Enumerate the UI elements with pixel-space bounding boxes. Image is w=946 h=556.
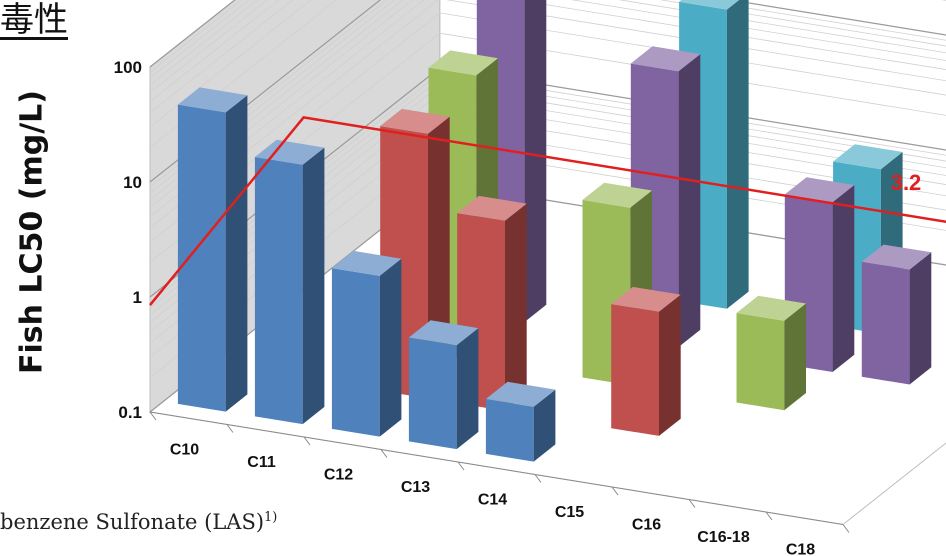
bar-side-face: [533, 389, 556, 462]
footer-text: benzene Sulfonate (LAS)1): [0, 510, 277, 534]
y-axis-label: Fish LC50 (mg/L): [14, 90, 50, 374]
bar-top-face: [408, 320, 479, 346]
x-tick-mark: [380, 449, 388, 458]
bar-side-face: [456, 328, 479, 450]
minor-gridline: [149, 0, 280, 102]
y-tick-label: 10: [123, 173, 142, 192]
y-tick-label: 1: [133, 288, 142, 307]
bar-side-face: [302, 147, 325, 425]
x-tick-mark: [534, 474, 542, 483]
bars-group: [177, 0, 932, 462]
bar-front-face: [408, 337, 457, 450]
bar-front-face: [331, 268, 380, 437]
x-tick-mark: [688, 499, 696, 508]
axis-ticks: 0.1 1 10 100: [114, 58, 142, 422]
bar-front-face: [611, 304, 659, 436]
threshold-line-group: 3.2: [149, 116, 946, 306]
category-label: C12: [324, 466, 353, 483]
x-axis-line: [149, 411, 844, 525]
x-tick-mark: [457, 461, 465, 471]
x-tick-mark: [611, 486, 619, 496]
category-label: C16-18: [697, 529, 750, 546]
bar-top-face: [428, 50, 498, 76]
bar-C16-18-s4: [861, 244, 932, 385]
minor-gridline: [149, 0, 294, 114]
bar-front-face: [177, 104, 226, 412]
category-label: C18: [786, 541, 815, 556]
category-label: C15: [555, 504, 584, 521]
bar-C12-s1: [331, 250, 402, 437]
bar-front-face: [254, 157, 303, 425]
bar-side-face: [909, 252, 932, 385]
threshold-line: [149, 116, 946, 306]
category-label: C14: [478, 491, 507, 508]
y-tick-label: 100: [114, 58, 142, 77]
bar-C13-s2: [457, 195, 527, 411]
bar-C11-s1: [254, 139, 325, 425]
bar-top-face: [331, 250, 402, 276]
bar-top-face: [254, 139, 325, 165]
bar-C13-s1: [408, 320, 479, 450]
x-tick-mark: [765, 511, 773, 521]
category-label: C16: [632, 516, 661, 533]
x-tick-mark: [149, 411, 157, 421]
bar-C15-s2: [611, 286, 681, 436]
category-labels: C10 C11 C12 C13 C14 C15 C16 C16-18 C18: [170, 441, 815, 556]
bar-side-face: [659, 294, 681, 436]
bar-top-face: [582, 182, 652, 208]
bar-side-face: [524, 0, 547, 322]
category-label: C10: [170, 441, 199, 458]
bar-top-face: [679, 0, 740, 10]
y-tick-label: 0.1: [118, 403, 142, 422]
bar-side-face: [678, 54, 701, 347]
x-tick-mark: [303, 436, 311, 446]
bar-front-face: [861, 261, 910, 385]
bar-side-face: [379, 258, 402, 437]
minor-gridline: [149, 0, 268, 93]
threshold-label: 3.2: [891, 170, 922, 195]
bar-C16-s3: [736, 295, 806, 411]
bar-side-face: [832, 185, 855, 372]
bar-side-face: [505, 203, 527, 411]
bar-front-face: [736, 313, 785, 411]
footer-superscript: 1): [264, 510, 278, 525]
minor-gridline: [149, 0, 250, 79]
bar-top-face: [630, 46, 701, 72]
bar-top-face: [380, 108, 450, 134]
bar-front-face: [485, 399, 534, 462]
x-tick-mark: [842, 524, 850, 533]
bar-C14-s1: [485, 381, 556, 462]
page-heading: 毒性: [0, 0, 68, 40]
x-tick-mark: [226, 424, 234, 433]
category-label: C13: [401, 479, 430, 496]
bar-top-face: [485, 381, 556, 407]
minor-gridline: [149, 0, 946, 148]
bar-top-face: [861, 244, 932, 270]
bar-side-face: [784, 303, 806, 411]
bar-C10-s1: [177, 87, 248, 412]
minor-gridline: [149, 0, 312, 128]
minor-gridline: [149, 0, 258, 86]
bar-top-face: [177, 87, 248, 113]
bar-top-face: [736, 295, 806, 321]
bar-side-face: [726, 0, 749, 309]
bar-top-face: [457, 195, 527, 221]
bar-top-face: [784, 177, 855, 203]
bar-top-face: [611, 286, 681, 312]
category-label: C11: [247, 454, 276, 471]
bar-top-face: [833, 144, 903, 170]
bar-side-face: [225, 95, 248, 412]
y-axis-label-box: Fish LC50 (mg/L): [2, 52, 62, 412]
footer-main: benzene Sulfonate (LAS): [0, 510, 265, 534]
